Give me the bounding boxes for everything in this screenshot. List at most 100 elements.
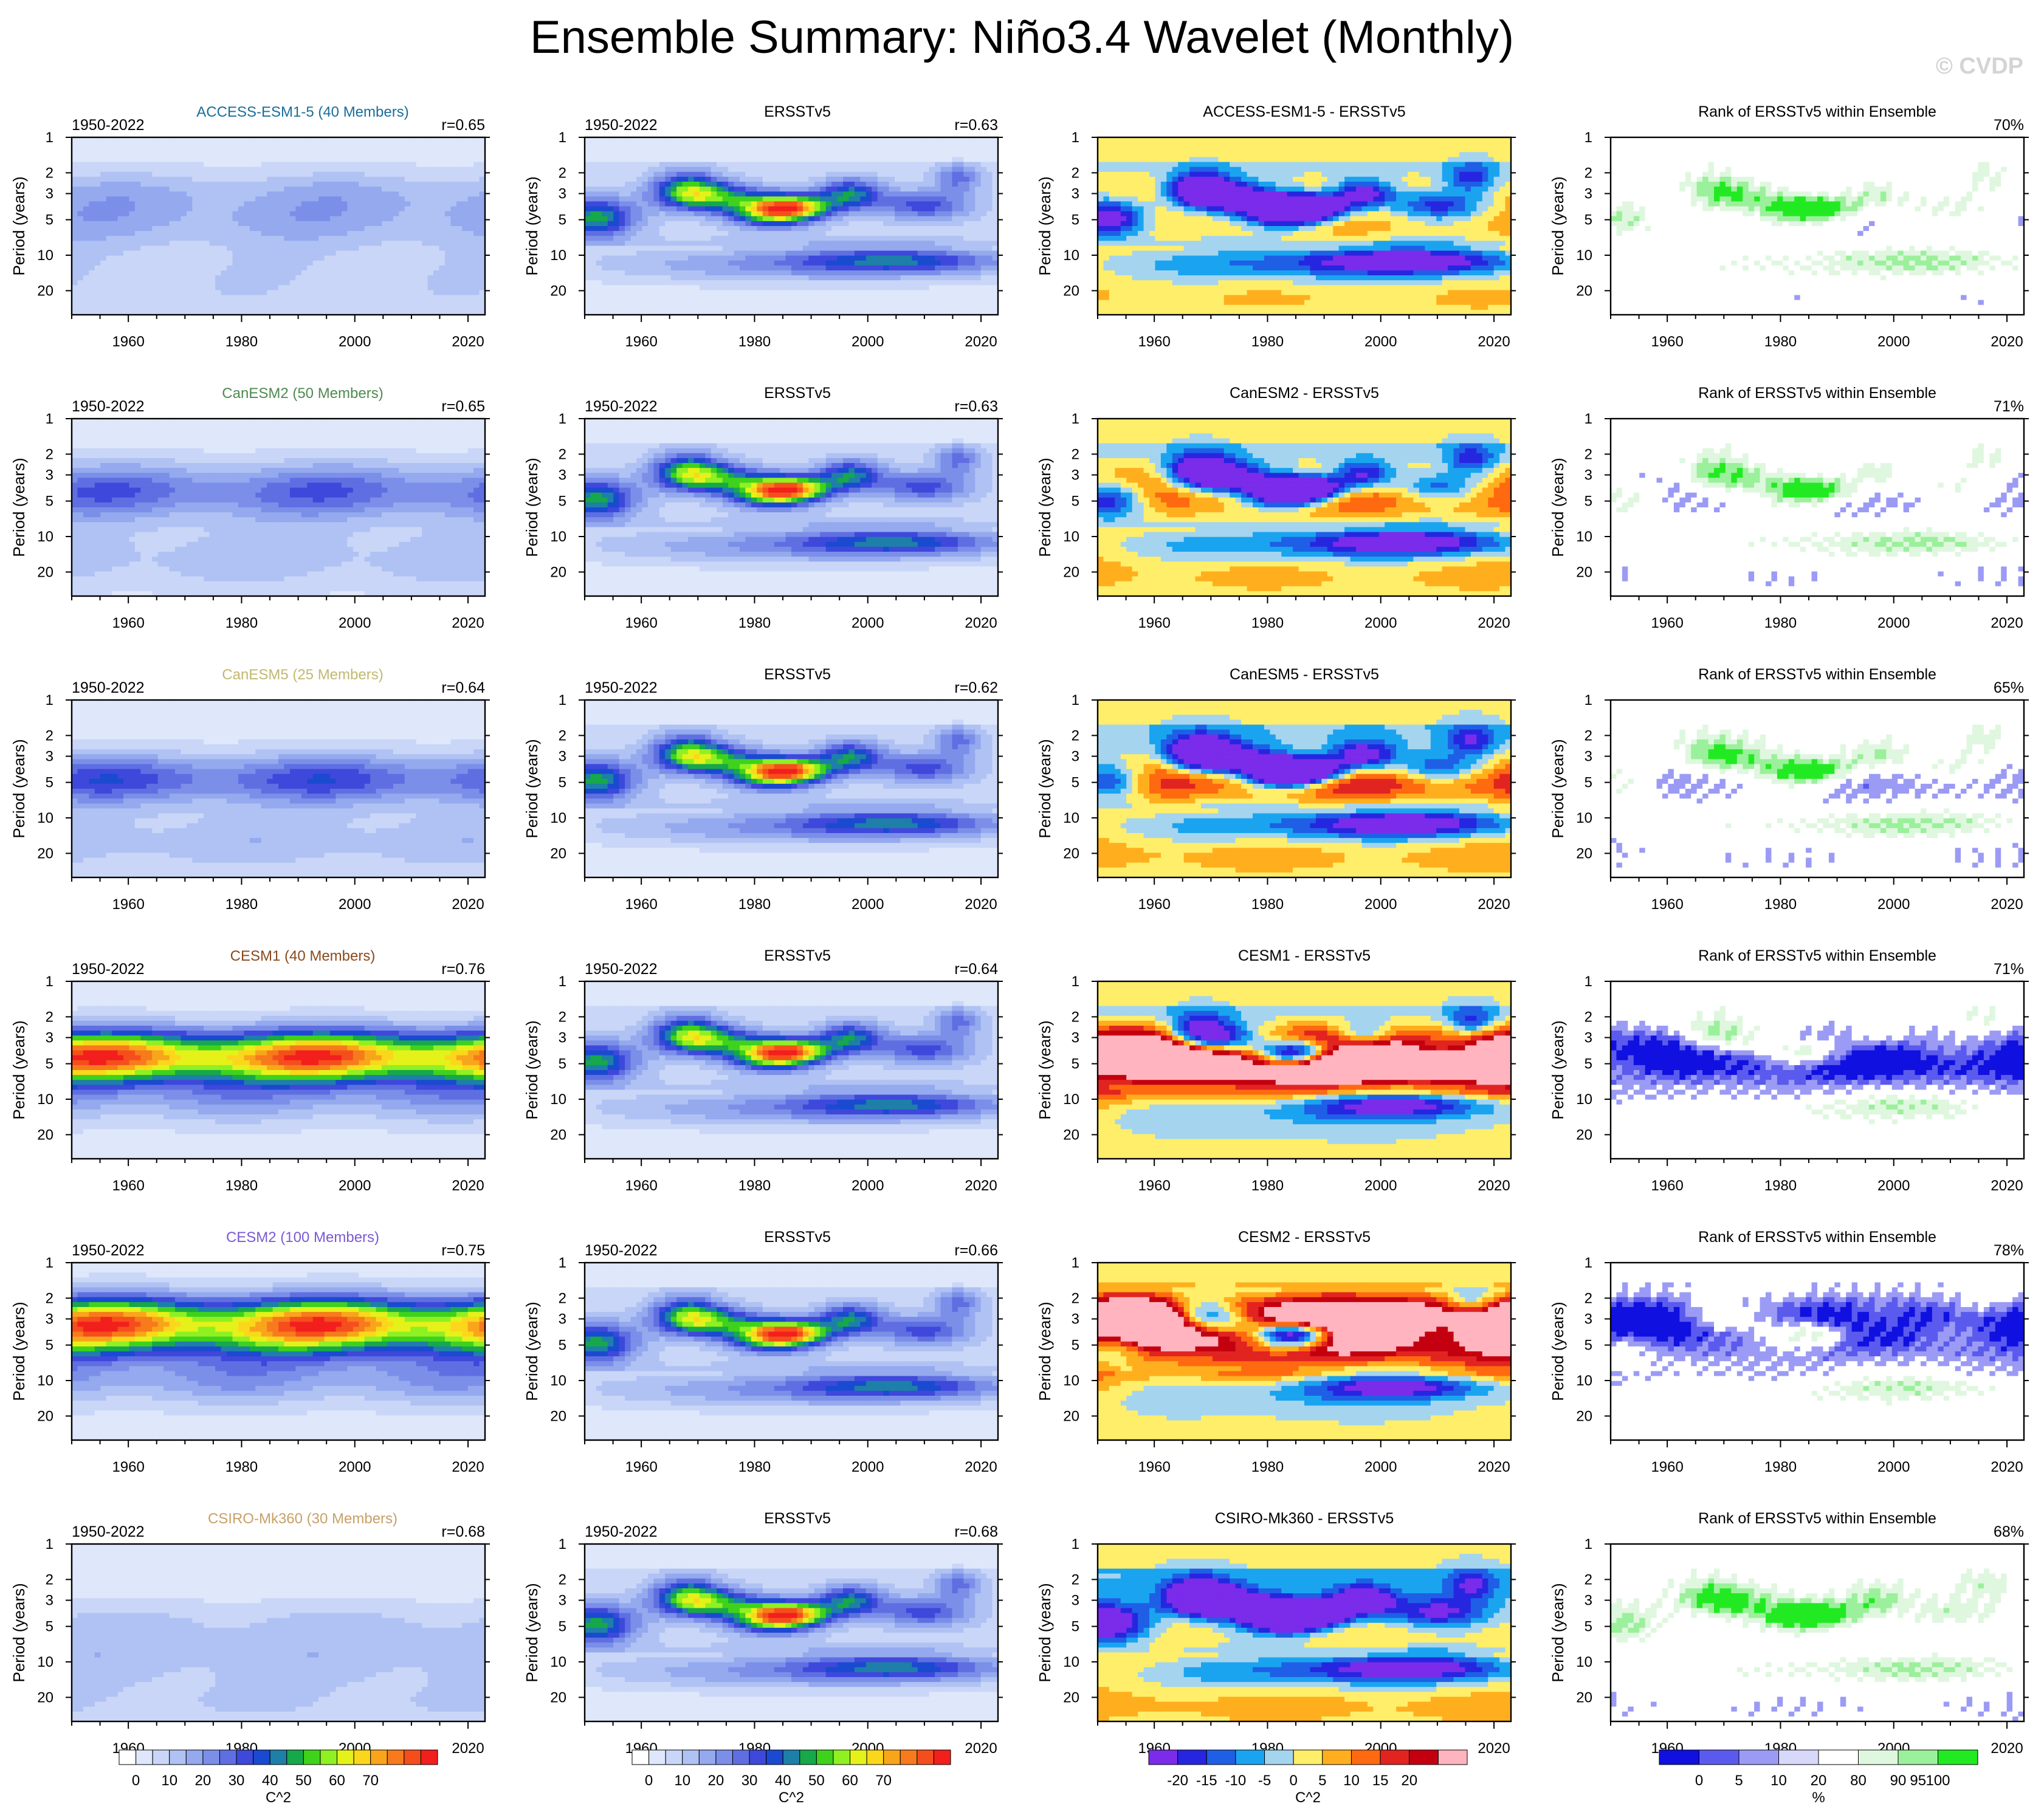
heat-cell [410, 226, 416, 232]
heat-cell [255, 152, 261, 157]
heat-cell [158, 295, 164, 301]
heat-cell [468, 196, 474, 202]
heat-cell [187, 152, 193, 157]
heat-cell [221, 167, 227, 173]
heat-cell [445, 256, 451, 261]
heat-cell [123, 207, 129, 212]
heat-cell [95, 182, 101, 187]
heat-cell [353, 137, 359, 143]
heat-cell [181, 162, 187, 168]
heat-cell [290, 266, 296, 271]
heat-cell [204, 236, 210, 241]
heat-cell [215, 270, 221, 276]
heat-cell [301, 231, 308, 236]
heat-cell [433, 231, 439, 236]
heat-cell [204, 162, 210, 168]
heat-cell [112, 137, 118, 143]
heat-cell [215, 256, 221, 261]
heat-cell [278, 142, 284, 148]
heat-cell [370, 270, 376, 276]
heat-cell [342, 270, 348, 276]
heat-cell [198, 241, 204, 246]
heat-cell [359, 152, 365, 157]
heat-cell [428, 300, 434, 306]
heat-cell [468, 295, 474, 301]
heat-cell [140, 241, 146, 246]
heat-cell [365, 226, 371, 232]
heat-cell [255, 177, 261, 182]
heat-cell [382, 142, 388, 148]
heat-cell [175, 245, 181, 251]
heat-cell [267, 226, 273, 232]
heat-cell [325, 196, 331, 202]
heat-cell [456, 187, 463, 192]
heat-cell [290, 162, 296, 168]
heat-cell [273, 196, 279, 202]
heat-cell [295, 241, 301, 246]
heat-cell [129, 177, 135, 182]
heat-cell [100, 251, 106, 256]
heat-cell [473, 266, 480, 271]
heat-cell [250, 147, 256, 153]
heat-cell [129, 216, 135, 222]
heat-cell [77, 137, 83, 143]
heat-cell [261, 280, 267, 286]
heat-cell [301, 285, 308, 290]
heat-cell [238, 266, 244, 271]
heat-cell [140, 266, 146, 271]
heat-cell [215, 295, 221, 301]
heat-cell [370, 162, 376, 168]
heat-cell [129, 157, 135, 162]
heat-cell [227, 280, 233, 286]
heat-cell [140, 207, 146, 212]
heat-cell [273, 226, 279, 232]
heat-cell [468, 216, 474, 222]
heat-cell [238, 245, 244, 251]
heat-cell [198, 280, 204, 286]
heat-cell [152, 285, 158, 290]
heat-cell [462, 182, 468, 187]
heat-cell [83, 207, 89, 212]
heat-cell [100, 290, 106, 295]
heat-cell [273, 162, 279, 168]
heat-cell [456, 261, 463, 266]
heat-cell [370, 231, 376, 236]
heat-cell [181, 201, 187, 207]
heat-cell [232, 207, 238, 212]
heat-cell [370, 207, 376, 212]
heat-cell [89, 290, 95, 295]
heat-cell [347, 187, 353, 192]
heat-cell [100, 196, 106, 202]
heat-cell [307, 231, 313, 236]
heat-cell [290, 245, 296, 251]
heat-cell [227, 285, 233, 290]
heat-cell [336, 236, 342, 241]
heat-cell [336, 191, 342, 197]
heat-cell [347, 285, 353, 290]
heat-cell [244, 177, 250, 182]
heat-cell [301, 201, 308, 207]
heat-cell [221, 251, 227, 256]
heat-cell [313, 261, 319, 266]
heat-cell [376, 201, 382, 207]
heat-cell [227, 211, 233, 217]
heat-cell [238, 275, 244, 281]
heat-cell [198, 266, 204, 271]
heat-cell [210, 162, 216, 168]
heat-cell [215, 207, 221, 212]
heat-cell [342, 147, 348, 153]
heat-cell [347, 221, 353, 227]
heat-cell [210, 182, 216, 187]
heat-cell [267, 187, 273, 192]
heat-cell [307, 300, 313, 306]
heat-cell [301, 172, 308, 177]
heat-cell [382, 290, 388, 295]
heat-cell [261, 191, 267, 197]
heat-cell [370, 245, 376, 251]
heat-cell [342, 207, 348, 212]
heat-cell [192, 305, 198, 311]
heat-cell [439, 201, 445, 207]
heat-cell [227, 187, 233, 192]
heat-cell [267, 295, 273, 301]
heat-cell [342, 236, 348, 241]
